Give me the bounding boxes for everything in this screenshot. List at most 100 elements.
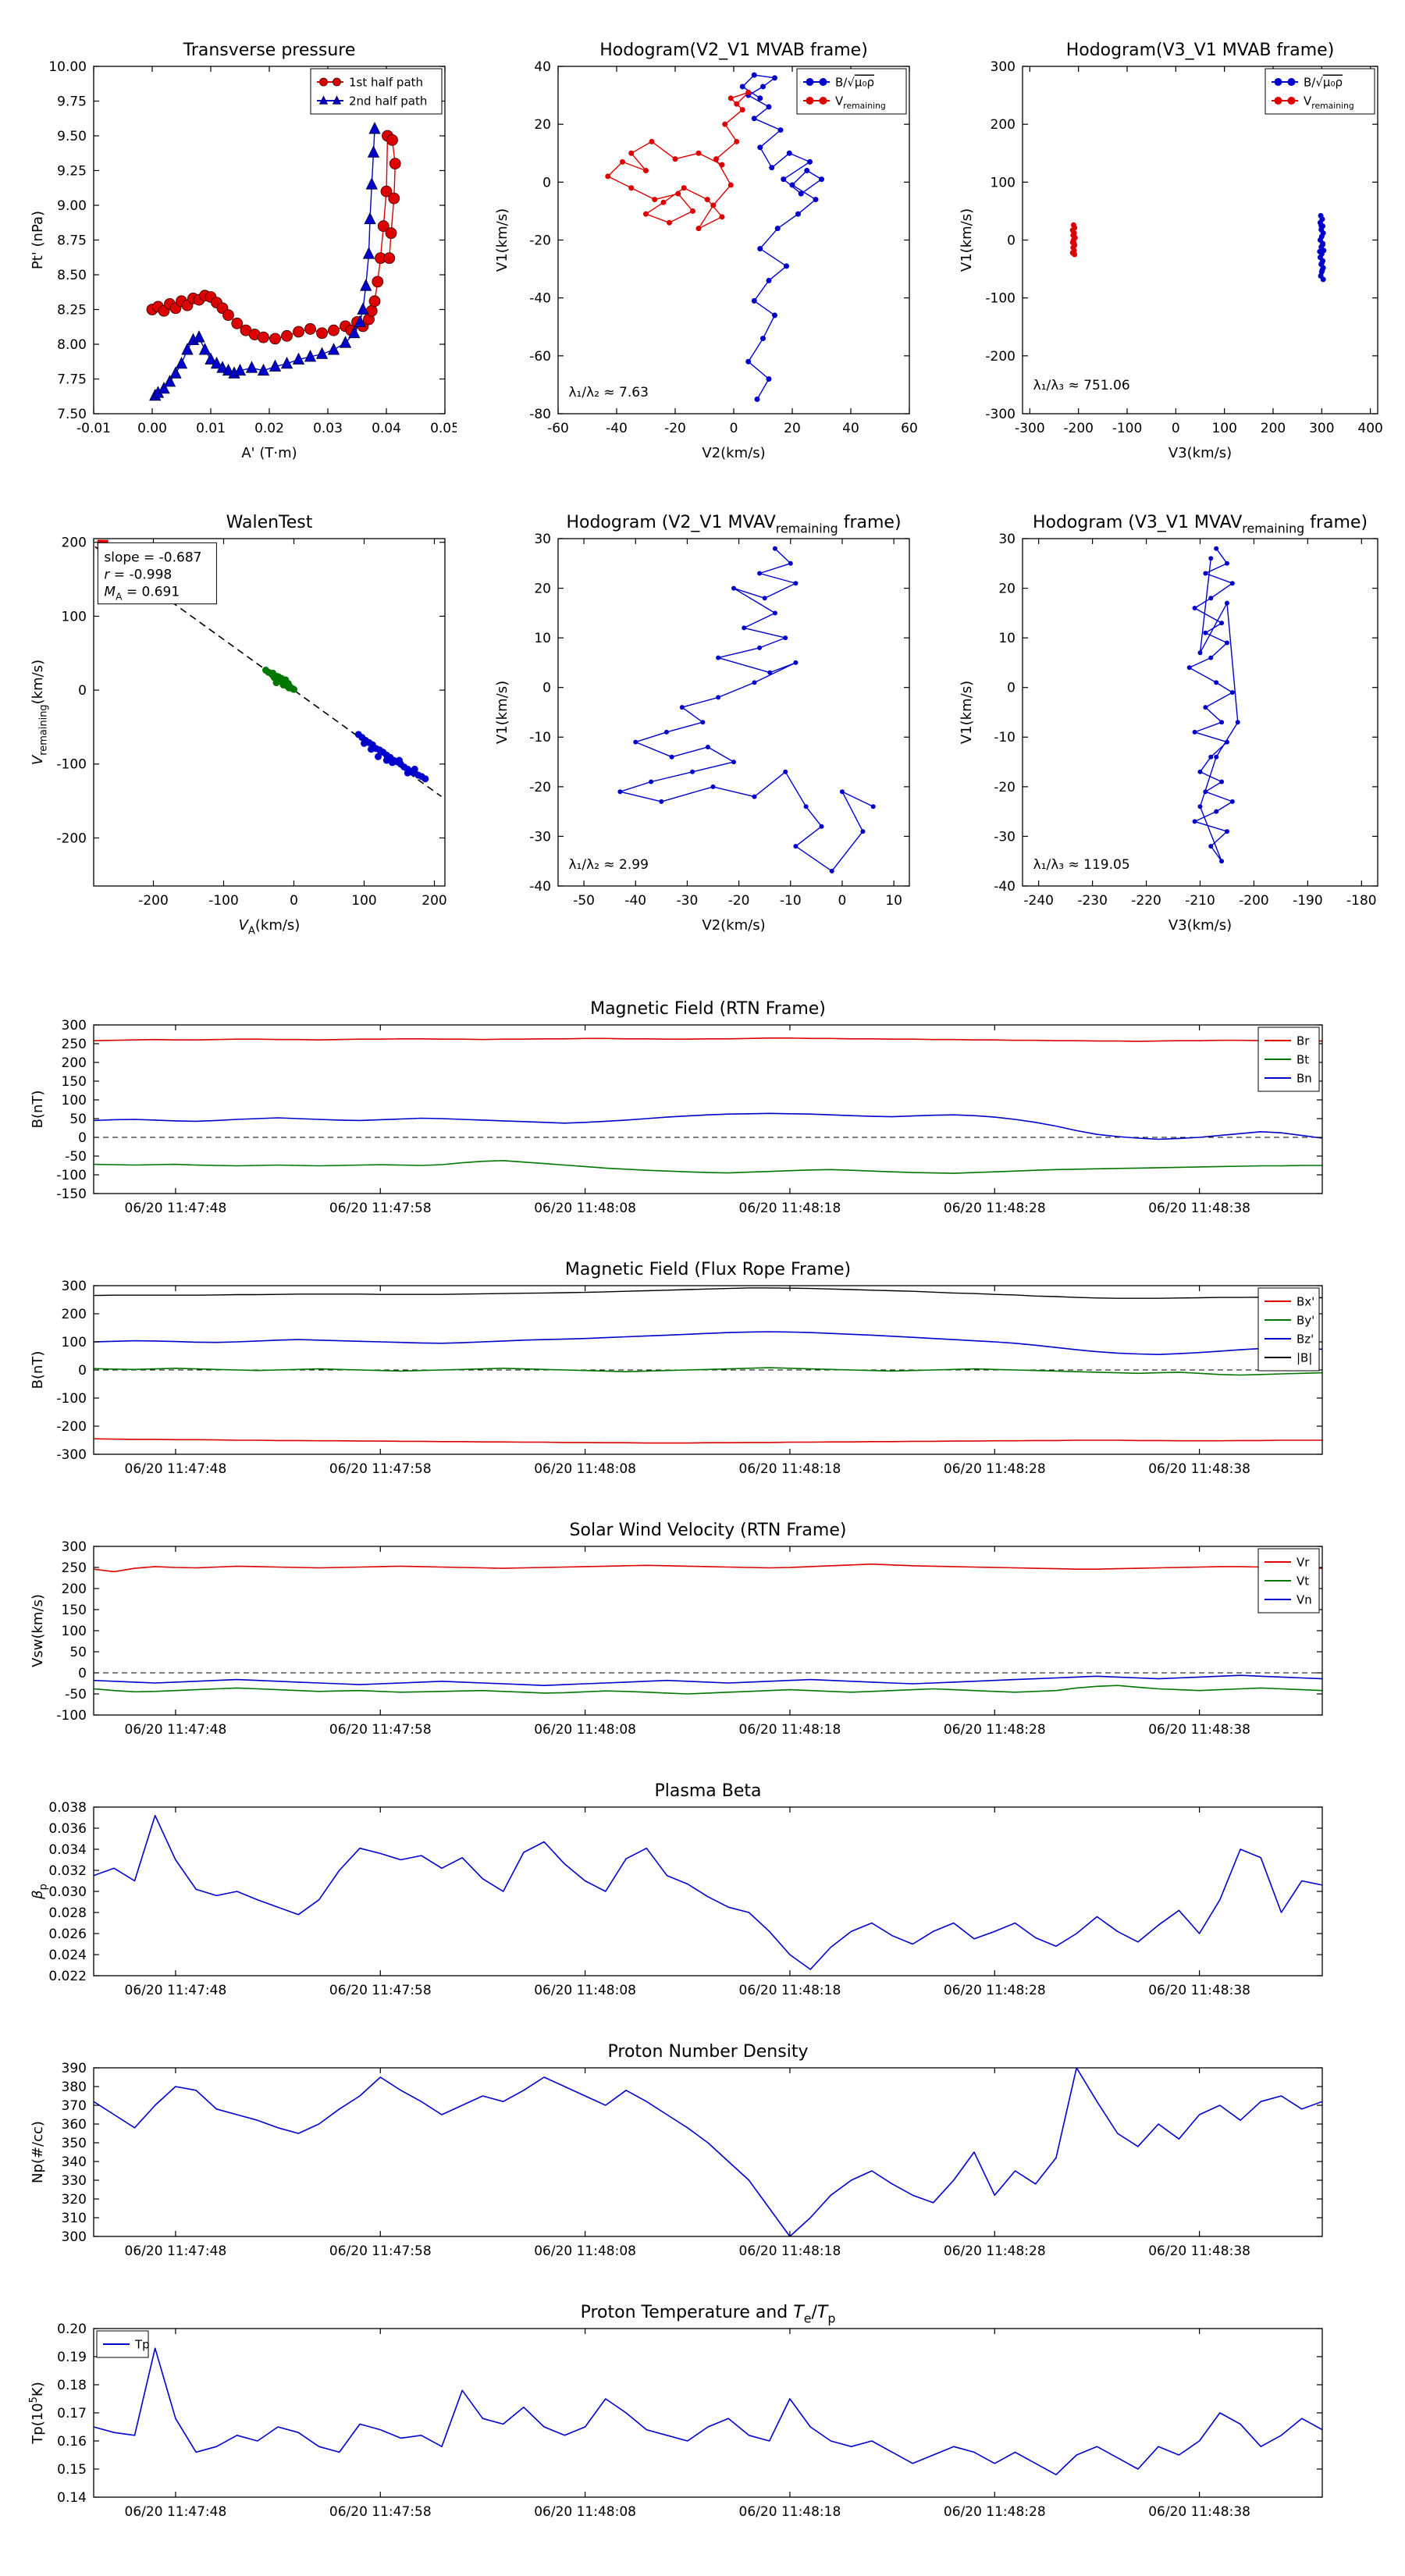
svg-text:-0.01: -0.01 <box>76 421 111 436</box>
svg-text:0.030: 0.030 <box>48 1884 87 1900</box>
svg-text:Np(#/cc): Np(#/cc) <box>30 2121 46 2183</box>
chart-canvas-sw-velocity: 06/20 11:47:48 06/20 11:47:58 06/20 11:48:… <box>30 1521 1323 1738</box>
svg-text:r = -0.998: r = -0.998 <box>104 567 172 582</box>
svg-text:0: 0 <box>78 1666 87 1681</box>
svg-text:-200: -200 <box>1239 893 1269 909</box>
svg-text:-40: -40 <box>994 879 1016 895</box>
svg-text:-300: -300 <box>56 1447 87 1463</box>
svg-text:06/20 11:48:18: 06/20 11:48:18 <box>739 2243 841 2259</box>
svg-text:A' (T·m): A' (T·m) <box>241 445 297 461</box>
svg-text:-60: -60 <box>547 421 569 436</box>
svg-text:0.01: 0.01 <box>196 421 226 436</box>
svg-text:Bz': Bz' <box>1297 1332 1314 1347</box>
svg-text:0: 0 <box>1007 681 1016 696</box>
svg-text:20: 20 <box>534 117 551 133</box>
svg-text:9.00: 9.00 <box>57 198 87 214</box>
svg-text:Magnetic Field (Flux Rope Fram: Magnetic Field (Flux Rope Frame) <box>565 1260 851 1279</box>
svg-text:06/20 11:48:28: 06/20 11:48:28 <box>944 2504 1046 2520</box>
svg-text:MA = 0.691: MA = 0.691 <box>104 584 180 602</box>
svg-text:06/20 11:48:08: 06/20 11:48:08 <box>534 2504 636 2520</box>
svg-text:0.032: 0.032 <box>48 1863 87 1879</box>
svg-text:By': By' <box>1297 1314 1314 1328</box>
svg-text:50: 50 <box>69 1112 87 1127</box>
svg-text:06/20 11:48:08: 06/20 11:48:08 <box>534 1983 636 1998</box>
svg-text:0.036: 0.036 <box>48 1821 87 1837</box>
svg-text:100: 100 <box>62 609 87 624</box>
chart-canvas-proton-temp: 06/20 11:47:48 06/20 11:47:58 06/20 11:48:… <box>28 2303 1323 2520</box>
svg-text:360: 360 <box>62 2117 87 2133</box>
svg-text:400: 400 <box>1357 421 1382 436</box>
svg-text:250: 250 <box>62 1037 87 1052</box>
svg-text:V3(km/s): V3(km/s) <box>1168 445 1232 461</box>
svg-text:100: 100 <box>62 1624 87 1639</box>
svg-text:Bt: Bt <box>1297 1053 1309 1067</box>
panel-hodogram-v3v1-mvab: -300 -200 -100 0 100 200 300 400 -300 -200 -100 0 10… <box>944 20 1389 488</box>
svg-text:100: 100 <box>62 1093 87 1108</box>
svg-text:7.75: 7.75 <box>57 372 87 387</box>
svg-text:06/20 11:48:38: 06/20 11:48:38 <box>1148 1983 1250 1998</box>
svg-text:0.14: 0.14 <box>57 2490 87 2506</box>
svg-text:Tp(105K): Tp(105K) <box>28 2382 46 2444</box>
svg-text:-40: -40 <box>529 879 551 895</box>
svg-text:Proton Temperature and Te/Tp: Proton Temperature and Te/Tp <box>581 2303 836 2326</box>
svg-text:300: 300 <box>991 59 1016 75</box>
svg-text:06/20 11:47:58: 06/20 11:47:58 <box>329 2243 432 2259</box>
svg-text:λ₁/λ₂ ≈ 2.99: λ₁/λ₂ ≈ 2.99 <box>569 857 649 873</box>
svg-text:0.17: 0.17 <box>57 2406 87 2421</box>
svg-text:Bx': Bx' <box>1297 1295 1314 1309</box>
svg-text:310: 310 <box>62 2211 87 2226</box>
svg-text:30: 30 <box>534 532 551 547</box>
svg-text:300: 300 <box>62 1539 87 1555</box>
svg-text:0: 0 <box>78 1130 87 1146</box>
svg-text:20: 20 <box>998 582 1016 597</box>
svg-text:10: 10 <box>998 631 1016 646</box>
svg-text:200: 200 <box>422 893 446 909</box>
svg-text:0.028: 0.028 <box>48 1905 87 1921</box>
svg-text:250: 250 <box>62 1560 87 1576</box>
svg-text:Magnetic Field (RTN Frame): Magnetic Field (RTN Frame) <box>590 999 826 1019</box>
svg-text:8.25: 8.25 <box>57 302 87 318</box>
svg-text:-150: -150 <box>56 1187 87 1202</box>
svg-text:300: 300 <box>62 1279 87 1294</box>
svg-text:06/20 11:47:48: 06/20 11:47:48 <box>125 1983 227 1998</box>
svg-text:0.038: 0.038 <box>48 1800 87 1816</box>
svg-text:0.024: 0.024 <box>48 1948 87 1963</box>
svg-text:-200: -200 <box>56 831 87 846</box>
svg-text:Hodogram (V2_V1 MVAVremaining: Hodogram (V2_V1 MVAVremaining frame) <box>566 513 901 536</box>
svg-text:0.02: 0.02 <box>254 421 284 436</box>
svg-text:0.026: 0.026 <box>48 1927 87 1942</box>
svg-text:0.15: 0.15 <box>57 2462 87 2478</box>
svg-text:-220: -220 <box>1131 893 1161 909</box>
svg-text:06/20 11:48:28: 06/20 11:48:28 <box>944 1722 1046 1738</box>
svg-text:0.04: 0.04 <box>372 421 401 436</box>
svg-text:Solar Wind Velocity (RTN Frame: Solar Wind Velocity (RTN Frame) <box>570 1521 847 1540</box>
svg-text:06/20 11:48:28: 06/20 11:48:28 <box>944 1461 1046 1477</box>
svg-text:Plasma Beta: Plasma Beta <box>655 1781 762 1801</box>
panel-hodogram-v2v1-mvav: -50 -40 -30 -20 -10 0 10 -40 -30 -20 -10 0 10 20 30 Hod… <box>480 492 921 960</box>
svg-text:0.022: 0.022 <box>48 1969 87 1984</box>
svg-text:06/20 11:47:48: 06/20 11:47:48 <box>125 1722 227 1738</box>
panel-solar-wind-velocity: 06/20 11:47:48 06/20 11:47:58 06/20 11:48:… <box>0 1509 1405 1770</box>
svg-text:B/√μ₀ρ: B/√μ₀ρ <box>835 76 874 90</box>
chart-canvas-hodogram-v2v1-mvav: -50 -40 -30 -20 -10 0 10 -40 -30 -20 -10 0 10 20 30 Hod… <box>494 513 910 934</box>
svg-text:06/20 11:48:18: 06/20 11:48:18 <box>739 1983 841 1998</box>
svg-text:06/20 11:47:48: 06/20 11:47:48 <box>125 1461 227 1477</box>
svg-text:9.50: 9.50 <box>57 129 87 144</box>
svg-text:320: 320 <box>62 2192 87 2208</box>
svg-text:Proton Number Density: Proton Number Density <box>608 2042 809 2062</box>
svg-text:06/20 11:48:38: 06/20 11:48:38 <box>1148 1722 1250 1738</box>
svg-text:0.034: 0.034 <box>48 1842 87 1858</box>
svg-text:06/20 11:48:38: 06/20 11:48:38 <box>1148 1461 1250 1477</box>
panel-walen-test: -200 -100 0 100 200 -200 -100 0 100 200 WalenTest V… <box>16 492 457 960</box>
svg-text:-100: -100 <box>985 291 1016 307</box>
svg-text:-50: -50 <box>65 1687 87 1703</box>
panel-proton-number-density: 06/20 11:47:48 06/20 11:47:58 06/20 11:48:… <box>0 2030 1405 2291</box>
svg-text:40: 40 <box>534 59 551 75</box>
svg-text:Vt: Vt <box>1297 1574 1309 1589</box>
svg-text:-200: -200 <box>56 1419 87 1435</box>
svg-text:Vremaining(km/s): Vremaining(km/s) <box>30 660 49 765</box>
svg-text:Hodogram(V2_V1 MVAB frame): Hodogram(V2_V1 MVAB frame) <box>599 41 868 60</box>
chart-canvas-hodogram-v2v1-mvab: -60 -40 -20 0 20 40 60-80-60-40-2002040Hodogra… <box>494 41 918 461</box>
chart-canvas-proton-density: 06/20 11:47:48 06/20 11:47:58 06/20 11:48:… <box>30 2042 1323 2259</box>
chart-canvas-transverse-pressure: -0.01 0.00 0.01 0.02 0.03 0.04 0.05 7.50 7.75 8.0… <box>30 41 460 461</box>
